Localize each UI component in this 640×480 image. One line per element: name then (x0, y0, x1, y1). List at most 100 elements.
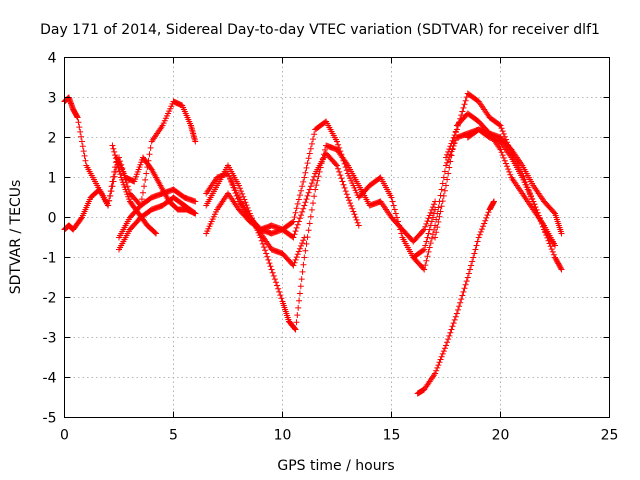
data-point (303, 240, 310, 247)
data-point (78, 215, 85, 222)
data-point (306, 220, 313, 227)
data-point (457, 299, 464, 306)
data-point (398, 230, 405, 237)
data-point (465, 270, 472, 277)
y-tick-label: 2 (48, 131, 57, 147)
data-point (429, 231, 436, 238)
data-point (300, 205, 307, 212)
data-point (347, 200, 354, 207)
data-point (444, 176, 451, 183)
data-point (550, 209, 557, 216)
data-point (276, 288, 283, 295)
data-point (353, 216, 360, 223)
data-point (152, 229, 159, 236)
x-tick-label: 0 (60, 428, 69, 444)
data-point (294, 200, 301, 207)
data-point (192, 198, 199, 205)
data-point (226, 173, 233, 180)
data-point (449, 323, 456, 330)
data-point (260, 244, 267, 251)
data-point (395, 218, 402, 225)
data-point (502, 160, 509, 167)
data-point (422, 223, 429, 230)
data-point (421, 226, 428, 233)
data-point (435, 218, 442, 225)
data-point (526, 190, 533, 197)
data-point (310, 176, 317, 183)
data-point (396, 222, 403, 229)
data-point (232, 190, 239, 197)
data-point (335, 141, 342, 148)
data-point (423, 257, 430, 264)
data-series (61, 90, 565, 397)
data-point (478, 226, 485, 233)
data-point (78, 133, 85, 140)
data-point (293, 205, 300, 212)
data-point (303, 164, 310, 171)
data-point (389, 198, 396, 205)
data-point (538, 220, 545, 227)
data-point (234, 195, 241, 202)
data-point (311, 173, 318, 180)
data-point (454, 122, 461, 129)
y-tick-label: 1 (48, 171, 57, 187)
data-point (463, 278, 470, 285)
data-point (293, 254, 300, 261)
data-point (339, 178, 346, 185)
plot-frame (64, 57, 610, 418)
data-point (481, 220, 488, 227)
data-point (235, 182, 242, 189)
data-point (110, 145, 117, 152)
data-point (342, 164, 349, 171)
data-point (446, 164, 453, 171)
data-point (439, 180, 446, 187)
data-point (291, 259, 298, 266)
series-evening-arc-c (443, 90, 558, 249)
data-point (268, 266, 275, 273)
data-point (434, 210, 441, 217)
data-point (295, 304, 302, 311)
data-point (444, 151, 451, 158)
data-point (80, 148, 87, 155)
data-point (228, 178, 235, 185)
data-point (109, 142, 116, 149)
data-point (436, 213, 443, 220)
data-point (269, 269, 276, 276)
data-point (425, 215, 432, 222)
data-point (337, 172, 344, 179)
data-point (440, 192, 447, 199)
data-point (435, 362, 442, 369)
data-point (236, 185, 243, 192)
data-point (349, 205, 356, 212)
data-point (81, 152, 88, 159)
data-point (540, 223, 547, 230)
data-point (482, 217, 489, 224)
data-point (558, 230, 565, 237)
data-point (298, 212, 305, 219)
data-point (444, 159, 451, 166)
data-point (299, 268, 306, 275)
data-point (294, 312, 301, 319)
data-point (310, 136, 317, 143)
data-point (535, 212, 542, 219)
data-point (146, 151, 153, 158)
data-point (233, 192, 240, 199)
data-point (530, 198, 537, 205)
data-point (305, 155, 312, 162)
data-point (522, 178, 529, 185)
data-point (432, 206, 439, 213)
data-point (550, 251, 557, 258)
data-point (340, 181, 347, 188)
data-point (427, 209, 434, 216)
series-rising-arc (414, 198, 497, 397)
data-point (470, 254, 477, 261)
data-point (525, 187, 532, 194)
data-point (420, 247, 427, 254)
data-point (290, 262, 297, 269)
data-point (108, 183, 115, 190)
data-point (475, 234, 482, 241)
data-point (76, 124, 83, 131)
data-point (480, 223, 487, 230)
data-point (141, 183, 148, 190)
data-point (143, 170, 150, 177)
